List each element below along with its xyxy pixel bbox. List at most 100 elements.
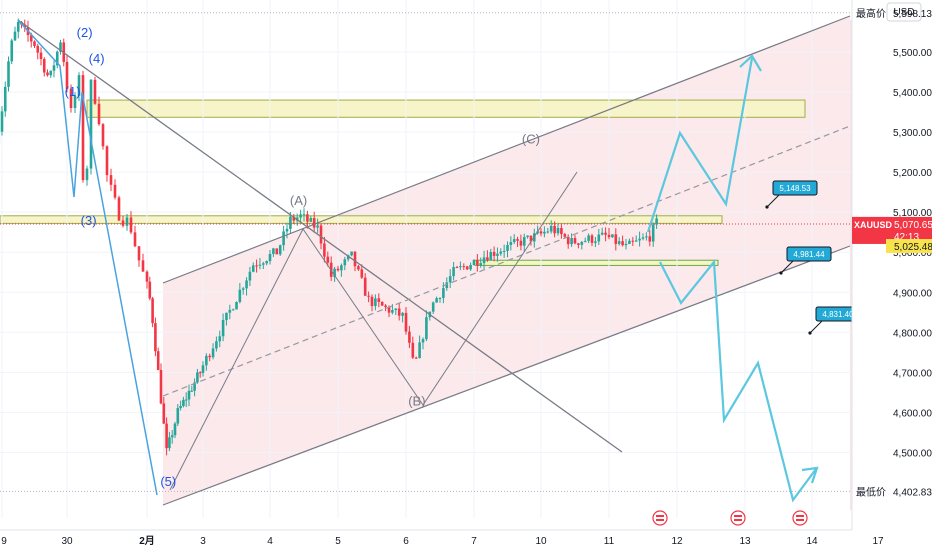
candle-body xyxy=(363,277,367,296)
candle-body xyxy=(29,35,33,42)
candle-body xyxy=(431,302,435,312)
candle-body xyxy=(42,59,46,73)
bearish-projection-path xyxy=(659,259,817,503)
price-tag-pointer xyxy=(766,194,780,208)
candle-body xyxy=(509,242,513,245)
us-flag-icon[interactable] xyxy=(652,510,668,526)
candle-body xyxy=(394,308,398,311)
candle-body xyxy=(553,225,556,234)
candle-body xyxy=(165,423,168,449)
pivot-zone xyxy=(0,215,723,224)
candle-body xyxy=(655,218,658,225)
candle-body xyxy=(187,390,191,400)
candle-body xyxy=(502,250,506,252)
price-tag-pointer xyxy=(809,320,823,334)
channel-bottom-line xyxy=(162,245,851,506)
candle-body xyxy=(93,79,97,104)
candle-body xyxy=(648,236,652,242)
price-tag-box xyxy=(772,180,818,196)
candle-body xyxy=(489,251,493,261)
candle-body xyxy=(137,246,141,261)
price-tick-label: 5,100.00 xyxy=(893,208,932,219)
candle-body xyxy=(346,255,350,260)
candle-body xyxy=(148,281,152,299)
us-flag-stripe xyxy=(734,515,742,517)
candle-body xyxy=(23,24,27,28)
bearish-arrowhead xyxy=(801,466,819,484)
currency-label: USD xyxy=(893,7,914,18)
candle-body xyxy=(168,437,171,449)
candle-body xyxy=(462,266,466,268)
candle-body xyxy=(590,235,594,243)
channel-top-line xyxy=(162,15,851,284)
candle-body xyxy=(452,267,455,277)
candle-body xyxy=(336,268,340,271)
candle-body xyxy=(316,225,319,228)
candle-body xyxy=(133,232,137,247)
price-tag-label: 4,981.44 xyxy=(793,250,825,259)
candle-body xyxy=(285,228,289,232)
candle-body xyxy=(563,234,567,237)
us-flag-icon[interactable] xyxy=(792,510,808,526)
high-label: 最高价 xyxy=(856,7,886,20)
price-tick-label: 4,800.00 xyxy=(893,328,932,339)
candle-body xyxy=(438,297,442,299)
last-price-label: 5,070.65 xyxy=(894,220,932,231)
wave-label: (C) xyxy=(522,131,540,146)
candle-body xyxy=(455,267,459,269)
candle-body xyxy=(418,342,421,359)
impulse-wave-path xyxy=(17,19,158,496)
time-tick-label: 17 xyxy=(872,536,884,547)
us-flag-icon[interactable] xyxy=(730,510,746,526)
candle-body xyxy=(258,264,262,266)
price-tick-label: 4,500.00 xyxy=(893,448,932,459)
bullish-projection-path xyxy=(646,57,754,233)
candle-body xyxy=(370,296,374,307)
candle-body xyxy=(374,298,377,307)
time-tick-label: 5 xyxy=(335,536,341,547)
candle-body xyxy=(156,351,160,370)
time-tick-label: 7 xyxy=(471,536,477,547)
candle-body xyxy=(228,309,232,313)
candle-body xyxy=(49,70,53,76)
candle-body xyxy=(425,317,428,340)
price-tag-anchor xyxy=(765,205,769,209)
candle-body xyxy=(268,254,272,262)
candle-body xyxy=(319,225,323,244)
time-tick-label: 10 xyxy=(535,536,547,547)
candle-body xyxy=(65,61,69,90)
time-axis-bg xyxy=(0,530,932,550)
candle-body xyxy=(170,435,174,438)
candle-body xyxy=(459,266,462,268)
candle-body xyxy=(117,197,121,221)
candle-body xyxy=(77,75,81,96)
bullish-arrowhead xyxy=(739,54,762,72)
candle-body xyxy=(597,234,601,242)
candle-body xyxy=(173,423,177,436)
candle-body xyxy=(522,237,526,246)
candle-body xyxy=(496,253,499,256)
time-tick-label: 14 xyxy=(806,536,818,547)
candle-body xyxy=(401,312,404,316)
candle-body xyxy=(353,251,357,267)
candle-body xyxy=(184,399,188,401)
candle-body xyxy=(162,403,166,424)
candle-body xyxy=(445,282,449,289)
candle-body xyxy=(472,260,476,265)
candle-body xyxy=(408,331,411,343)
candle-body xyxy=(182,399,185,407)
candle-body xyxy=(476,260,479,266)
candle-body xyxy=(241,288,245,290)
candle-body xyxy=(101,124,105,147)
candle-body xyxy=(272,248,275,255)
candle-body xyxy=(248,271,252,281)
us-flag-stripe xyxy=(734,519,742,521)
price-tick-label: 5,500.00 xyxy=(893,48,932,59)
time-tick-label: 12 xyxy=(671,536,683,547)
candle-body xyxy=(198,372,202,374)
symbol-label: XAUUSD xyxy=(854,220,893,230)
price-tag-label: 5,148.53 xyxy=(779,184,811,193)
right-shade-edge xyxy=(850,20,852,510)
price-tick-label: 5,300.00 xyxy=(893,128,932,139)
